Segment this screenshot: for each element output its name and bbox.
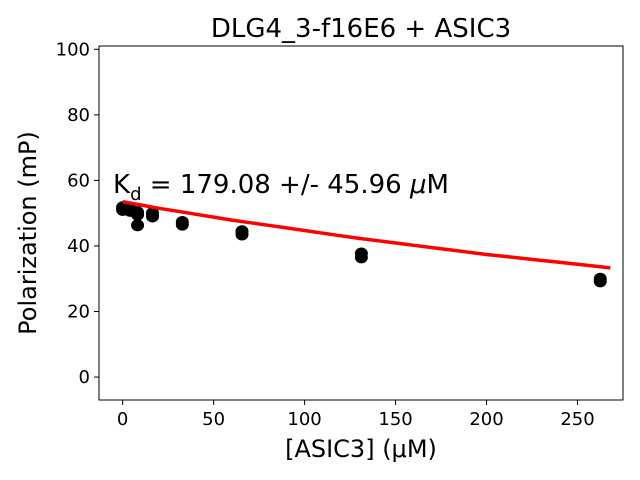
kd-value: = 179.08 +/- 45.96 — [142, 170, 410, 200]
y-tick-label: 0 — [79, 367, 90, 388]
x-tick-label: 100 — [287, 409, 321, 430]
kd-mu: μ — [409, 170, 427, 200]
y-tick-label: 100 — [56, 39, 90, 60]
data-point — [131, 208, 145, 221]
kd-unit: M — [427, 170, 449, 200]
plot-frame — [98, 45, 624, 401]
chart-title: DLG4_3-f16E6 + ASIC3 — [211, 14, 511, 44]
data-point — [354, 251, 368, 264]
x-axis-label: [ASIC3] (μM) — [285, 435, 437, 463]
x-tick-label: 50 — [202, 409, 225, 430]
kd-subscript: d — [130, 184, 141, 205]
y-tick-label: 40 — [67, 236, 90, 257]
y-tick-label: 20 — [67, 302, 90, 323]
x-tick-label: 200 — [469, 409, 503, 430]
data-point — [175, 218, 189, 231]
y-axis-label: Polarization (mP) — [14, 131, 42, 335]
data-point — [235, 228, 249, 241]
x-tick-label: 250 — [560, 409, 594, 430]
x-tick-label: 150 — [378, 409, 412, 430]
data-point — [593, 275, 607, 288]
data-point — [131, 219, 145, 232]
plot-area: 0 50 100 150 200 250 0 20 40 60 80 100 — [56, 39, 624, 430]
data-point — [145, 210, 159, 223]
kd-symbol: K — [113, 170, 131, 200]
y-tick-label: 80 — [67, 105, 90, 126]
y-tick-label: 60 — [67, 170, 90, 191]
x-tick-label: 0 — [117, 409, 128, 430]
kd-annotation: Kd = 179.08 +/- 45.96 μM — [113, 170, 449, 205]
fit-curve — [122, 199, 611, 270]
